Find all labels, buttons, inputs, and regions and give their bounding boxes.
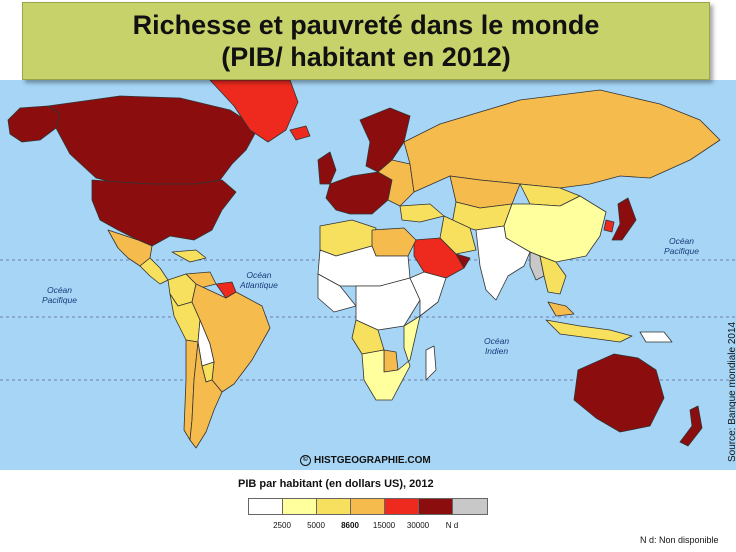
legend-threshold-label: N d bbox=[445, 521, 459, 530]
map-subtitle: (PIB/ habitant en 2012) bbox=[221, 42, 511, 72]
ocean-label-pacifique-east: Océan Pacifique bbox=[42, 285, 77, 305]
legend-threshold-label: 8600 bbox=[341, 521, 359, 530]
country-russia bbox=[403, 89, 721, 193]
legend-swatch-4 bbox=[351, 499, 385, 514]
legend-swatch-1 bbox=[249, 499, 283, 514]
country-south-korea bbox=[603, 219, 615, 233]
copyright-icon: © bbox=[300, 455, 311, 466]
country-southeast-asia bbox=[539, 255, 567, 295]
legend-threshold-label: 30000 bbox=[406, 521, 430, 530]
country-eastern-europe bbox=[377, 159, 415, 207]
legend-threshold-labels: 2500 5000 8600 15000 30000 N d bbox=[248, 521, 486, 533]
country-japan bbox=[611, 197, 637, 241]
country-papua-new-guinea bbox=[639, 331, 673, 343]
country-east-africa bbox=[409, 271, 447, 317]
country-india bbox=[475, 225, 531, 301]
legend-threshold-label: 15000 bbox=[372, 521, 396, 530]
world-map: Océan Pacifique Océan Atlantique Océan I… bbox=[0, 80, 736, 470]
ocean-label-atlantique: Océan Atlantique bbox=[240, 270, 278, 290]
country-greenland bbox=[209, 80, 299, 143]
ocean-label-pacifique-west: Océan Pacifique bbox=[664, 236, 699, 256]
country-indonesia bbox=[545, 319, 633, 343]
ocean-label-indien: Océan Indien bbox=[484, 336, 510, 356]
legend-threshold-label: 2500 bbox=[273, 521, 291, 530]
country-caribbean bbox=[171, 249, 207, 263]
country-argentina bbox=[189, 341, 223, 449]
country-gulf-states bbox=[455, 253, 471, 269]
source-note: Source: Banque mondiale 2014 bbox=[727, 321, 736, 462]
country-venezuela bbox=[185, 271, 217, 289]
country-iceland bbox=[289, 125, 311, 141]
country-turkey bbox=[399, 203, 445, 223]
country-west-africa bbox=[317, 273, 357, 313]
country-malaysia bbox=[547, 301, 575, 317]
country-western-europe bbox=[325, 171, 393, 215]
country-australia bbox=[573, 353, 665, 433]
site-credit-text: HISTGEOGRAPHIE.COM bbox=[314, 455, 431, 466]
legend-swatch-3 bbox=[317, 499, 351, 514]
country-southern-africa bbox=[361, 315, 421, 401]
country-iran bbox=[439, 215, 477, 255]
legend-title: PIB par habitant (en dollars US), 2012 bbox=[238, 478, 434, 490]
country-united-kingdom bbox=[317, 151, 337, 185]
country-alaska bbox=[7, 105, 61, 143]
world-map-svg bbox=[0, 80, 736, 449]
country-botswana bbox=[383, 349, 399, 373]
country-libya bbox=[371, 227, 417, 257]
country-united-states bbox=[91, 179, 237, 247]
legend-color-scale bbox=[248, 498, 488, 515]
legend-swatch-7 bbox=[453, 499, 487, 514]
country-new-zealand bbox=[679, 405, 703, 447]
site-credit: © HISTGEOGRAPHIE.COM bbox=[300, 455, 431, 466]
legend-swatch-2 bbox=[283, 499, 317, 514]
legend-swatch-6 bbox=[419, 499, 453, 514]
map-title: Richesse et pauvreté dans le monde bbox=[132, 10, 600, 40]
nd-note: N d: Non disponible bbox=[640, 535, 719, 545]
country-canada bbox=[47, 95, 259, 185]
country-madagascar bbox=[425, 345, 437, 381]
legend-threshold-label: 5000 bbox=[307, 521, 325, 530]
country-saudi-arabia bbox=[413, 237, 465, 279]
legend-swatch-5 bbox=[385, 499, 419, 514]
title-banner: Richesse et pauvreté dans le monde (PIB/… bbox=[22, 2, 710, 80]
